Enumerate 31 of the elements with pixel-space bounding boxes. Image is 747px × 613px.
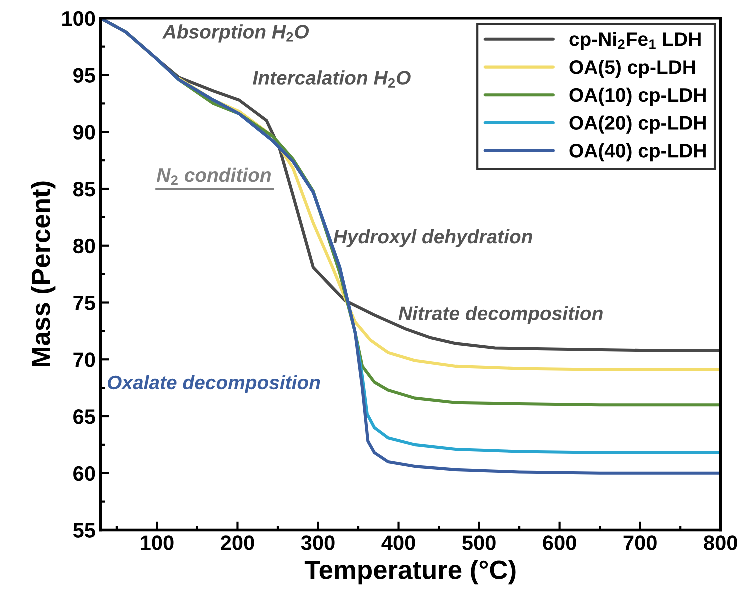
y-tick-label: 100: [62, 11, 96, 26]
y-tick-label: 55: [73, 523, 96, 538]
annotation: Oxalate decomposition: [108, 375, 320, 394]
annotation: Absorption H$_{2}$O: [162, 24, 310, 43]
y-axis-title: Mass (Percent): [31, 182, 56, 366]
annotation: N$_{2}$ condition: [156, 168, 272, 186]
legend-label: OA(20) cp-LDH: [570, 116, 706, 134]
legend-label: OA(40) cp-LDH: [570, 144, 706, 162]
x-axis-title: Temperature (°C): [304, 560, 516, 585]
y-tick-label: 90: [74, 125, 96, 140]
x-tick-label: 700: [624, 536, 657, 550]
x-tick-label: 100: [141, 536, 174, 550]
y-tick-label: 60: [74, 466, 96, 482]
x-tick-label: 500: [462, 536, 496, 550]
x-tick-label: 800: [704, 536, 738, 550]
legend-label: cp-Ni$_{2}$Fe$_{1}$ LDH: [570, 32, 701, 50]
x-tick-label: 200: [221, 536, 254, 550]
x-tick-label: 300: [301, 536, 335, 550]
y-tick-label: 75: [74, 296, 96, 311]
y-tick-label: 85: [73, 182, 96, 197]
annotation: Nitrate decomposition: [398, 306, 603, 324]
annotation: Hydroxyl dehydration: [334, 229, 532, 248]
y-tick-label: 65: [74, 410, 96, 424]
legend-label: OA(10) cp-LDH: [570, 88, 706, 106]
y-tick-label: 70: [74, 352, 96, 368]
x-tick-label: 600: [543, 536, 576, 550]
annotation: Intercalation H$_{2}$O: [253, 70, 411, 88]
y-tick-label: 80: [73, 238, 96, 254]
legend-label: OA(5) cp-LDH: [570, 60, 696, 78]
y-tick-label: 95: [74, 68, 96, 84]
x-tick-label: 400: [382, 536, 416, 550]
